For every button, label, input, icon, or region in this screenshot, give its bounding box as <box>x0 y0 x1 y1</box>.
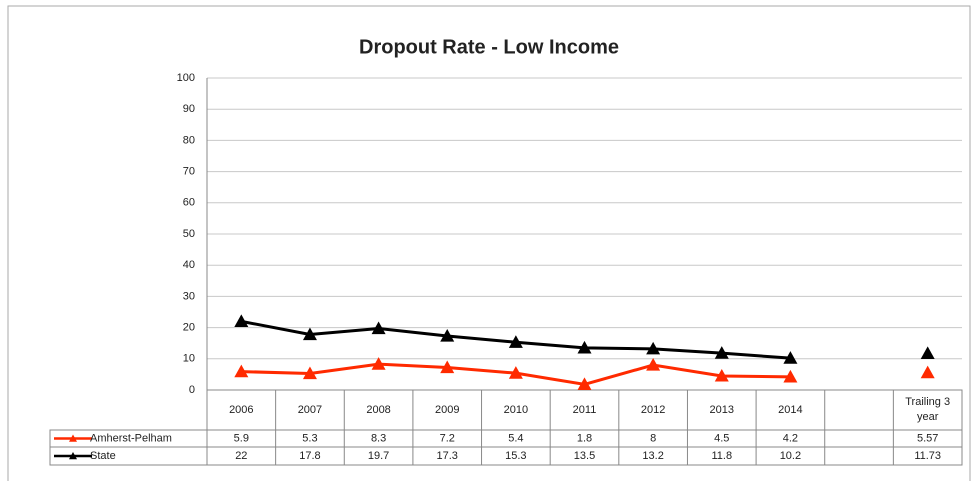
table-value: 5.57 <box>917 432 938 444</box>
legend-label: State <box>90 450 116 462</box>
chart-title: Dropout Rate - Low Income <box>359 36 619 58</box>
point-marker <box>646 341 661 355</box>
x-tick-label: 2008 <box>366 403 391 416</box>
x-tick-label: 2014 <box>778 403 803 416</box>
x-tick-label: 2013 <box>709 403 734 416</box>
y-tick-label: 50 <box>183 228 195 240</box>
y-tick-label: 0 <box>189 384 195 396</box>
legend-marker <box>69 434 77 442</box>
x-tick-label-box: 2006 <box>229 403 254 416</box>
x-tick-label-box: 2008 <box>366 403 391 416</box>
x-tick-label: 2006 <box>229 403 254 416</box>
point-marker <box>783 351 798 364</box>
table-value: 17.3 <box>437 450 458 462</box>
y-tick-label: 60 <box>183 197 195 209</box>
point-marker <box>302 366 317 380</box>
legend-marker <box>69 452 77 460</box>
y-tick-label: 80 <box>183 134 195 146</box>
x-tick-label: Trailing 3 year <box>905 396 951 423</box>
point-marker <box>714 346 729 359</box>
point-marker <box>920 365 935 379</box>
point-marker <box>508 366 523 379</box>
table-value: 13.2 <box>642 450 663 462</box>
x-tick-label: 2012 <box>640 403 666 416</box>
x-tick-label-box: 2009 <box>434 403 460 416</box>
point-marker <box>646 358 661 371</box>
y-tick-label: 40 <box>183 259 195 271</box>
x-tick-label-box: 2012 <box>640 403 666 416</box>
x-tick-label-box: Trailing 3 year <box>905 396 951 423</box>
x-tick-label: 2007 <box>297 403 323 416</box>
table-value: 11.73 <box>914 450 941 462</box>
point-marker <box>371 357 386 370</box>
table-value: 5.9 <box>234 432 249 444</box>
y-tick-label: 30 <box>183 290 195 302</box>
table-value: 4.2 <box>783 432 798 444</box>
y-tick-label: 70 <box>183 166 195 178</box>
point-marker <box>920 346 935 360</box>
chart-border <box>7 5 971 481</box>
x-tick-label-box: 2013 <box>709 403 734 416</box>
table-value: 5.4 <box>508 432 523 444</box>
x-tick-label: 2010 <box>503 403 529 416</box>
table-value: 13.5 <box>574 450 595 462</box>
point-marker <box>440 329 455 342</box>
table-value: 7.2 <box>440 432 455 444</box>
y-tick-label: 20 <box>183 322 195 334</box>
point-marker <box>234 314 249 327</box>
table-value: 10.2 <box>780 450 801 462</box>
x-tick-label-box: 2014 <box>778 403 803 416</box>
table-value: 15.3 <box>505 450 526 462</box>
table-value: 22 <box>235 450 247 462</box>
y-tick-label: 100 <box>177 72 195 84</box>
y-tick-label: 10 <box>183 353 195 365</box>
legend-label: Amherst-Pelham <box>90 432 172 444</box>
table-value: 1.8 <box>577 432 592 444</box>
point-marker <box>783 369 798 383</box>
x-tick-label-box: 2011 <box>572 403 597 416</box>
point-marker <box>302 327 317 341</box>
table-value: 4.5 <box>714 432 729 444</box>
y-tick-label: 90 <box>183 103 195 115</box>
point-marker <box>440 360 455 374</box>
table-value: 11.8 <box>711 450 732 462</box>
x-tick-label: 2009 <box>434 403 460 416</box>
point-marker <box>577 377 592 390</box>
x-tick-label-box: 2007 <box>297 403 323 416</box>
point-marker <box>508 335 523 348</box>
point-marker <box>234 364 249 378</box>
x-tick-label-box: 2010 <box>503 403 529 416</box>
point-marker <box>371 321 386 335</box>
table-value: 17.8 <box>299 450 320 462</box>
x-tick-label: 2011 <box>572 403 597 416</box>
table-value: 5.3 <box>302 432 317 444</box>
table-value: 8.3 <box>371 432 386 444</box>
table-value: 8 <box>650 432 656 444</box>
point-marker <box>714 368 729 382</box>
table-value: 19.7 <box>368 450 389 462</box>
point-marker <box>577 340 592 354</box>
